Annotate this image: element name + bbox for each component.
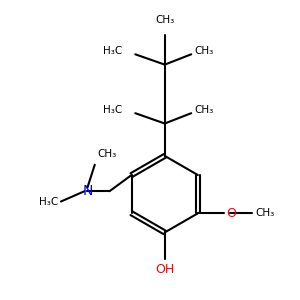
Text: O: O — [226, 207, 236, 220]
Text: CH₃: CH₃ — [194, 105, 213, 115]
Text: H₃C: H₃C — [39, 196, 58, 206]
Text: H₃C: H₃C — [103, 46, 122, 56]
Text: OH: OH — [155, 263, 174, 276]
Text: CH₃: CH₃ — [194, 46, 213, 56]
Text: H₃C: H₃C — [103, 105, 122, 115]
Text: CH₃: CH₃ — [155, 15, 174, 25]
Text: N: N — [82, 184, 93, 198]
Text: CH₃: CH₃ — [98, 149, 117, 159]
Text: CH₃: CH₃ — [255, 208, 274, 218]
